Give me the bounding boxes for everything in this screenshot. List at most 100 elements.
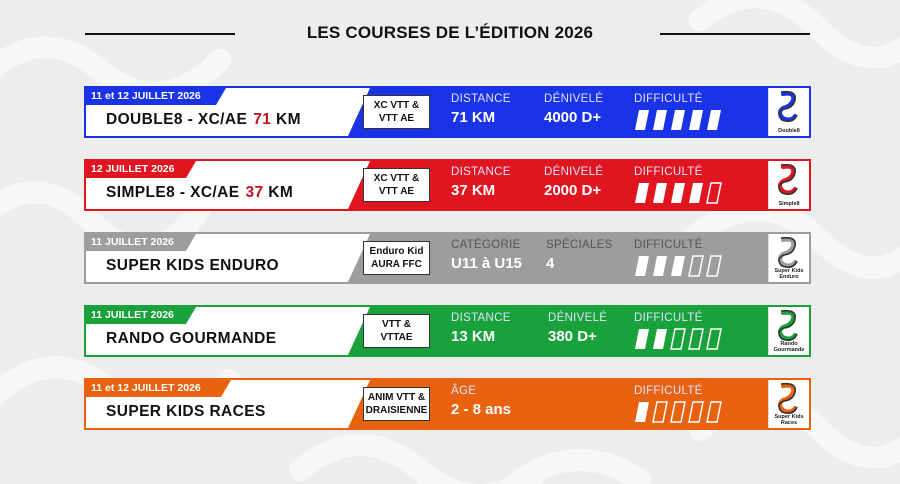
difficulty-level-filled <box>653 110 667 130</box>
stat-label: ÂGE <box>451 385 477 397</box>
course-type-line: AURA FFC <box>371 259 422 270</box>
difficulty-level-empty <box>706 255 722 277</box>
difficulty-level-filled <box>707 110 721 130</box>
event-logo-caption: Simple8 <box>778 201 800 207</box>
difficulty-level-filled <box>635 110 649 130</box>
event-logo: Super Kids Races <box>768 380 809 428</box>
difficulty-icons <box>635 255 722 277</box>
stat-value: 2000 D+ <box>544 182 602 199</box>
course-km: 37 <box>245 184 264 201</box>
event-logo-icon <box>778 236 798 268</box>
course-row[interactable]: 11 et 12 JUILLET 2026 SUPER KIDS RACES ANI… <box>84 378 811 430</box>
course-name: RANDO GOURMANDE <box>106 330 276 348</box>
stat-label: CATÉGORIE <box>451 239 521 251</box>
difficulty-label: DIFFICULTÉ <box>634 312 703 324</box>
stat-label: DISTANCE <box>451 166 511 178</box>
stat-label: DISTANCE <box>451 93 511 105</box>
course-type: XC VTT & VTT AE <box>363 168 430 202</box>
difficulty-level-filled <box>653 329 667 349</box>
stat-value: 2 - 8 ans <box>451 401 512 418</box>
stat-value: 4000 D+ <box>544 109 602 126</box>
course-date: 12 JUILLET 2026 <box>86 161 196 178</box>
difficulty-level-empty <box>652 401 668 423</box>
difficulty-icons <box>635 401 722 423</box>
difficulty-level-filled <box>689 110 703 130</box>
stat-value: 71 KM <box>451 109 496 126</box>
stat-value: 13 KM <box>451 328 496 345</box>
course-km-unit: KM <box>271 111 301 128</box>
difficulty-level-empty <box>706 401 722 423</box>
course-type-line: DRAISIENNE <box>365 405 428 416</box>
course-km-unit: KM <box>263 184 294 201</box>
course-difficulty: DIFFICULTÉ <box>634 166 726 207</box>
difficulty-level-empty <box>688 401 704 423</box>
course-name-text: SIMPLE8 - XC/AE <box>106 184 240 201</box>
difficulty-level-filled <box>671 110 685 130</box>
course-date: 11 JUILLET 2026 <box>86 234 196 251</box>
event-logo-icon <box>778 309 798 341</box>
course-date: 11 et 12 JUILLET 2026 <box>86 380 231 397</box>
course-type: XC VTT & VTT AE <box>363 95 430 129</box>
difficulty-level-empty <box>706 182 722 204</box>
difficulty-level-filled <box>635 329 649 349</box>
course-row[interactable]: 11 et 12 JUILLET 2026 DOUBLE8 - XC/AE 71 K… <box>84 86 811 138</box>
difficulty-level-filled <box>653 256 667 276</box>
course-row[interactable]: 11 JUILLET 2026 RANDO GOURMANDE VTT & VTTAE… <box>84 305 811 357</box>
difficulty-level-filled <box>671 183 685 203</box>
course-type-line: XC VTT & <box>373 100 420 111</box>
difficulty-label: DIFFICULTÉ <box>634 93 703 105</box>
difficulty-level-empty <box>688 255 704 277</box>
difficulty-level-filled <box>653 183 667 203</box>
course-name: SUPER KIDS RACES <box>106 403 266 421</box>
stat-value: 4 <box>546 255 555 272</box>
header-rule-left <box>85 33 235 35</box>
course-type-line: VTT & <box>382 319 411 330</box>
course-date: 11 JUILLET 2026 <box>86 307 196 324</box>
course-row[interactable]: 12 JUILLET 2026 SIMPLE8 - XC/AE 37 KM XC VT… <box>84 159 811 211</box>
difficulty-level-filled <box>635 256 649 276</box>
course-date: 11 et 12 JUILLET 2026 <box>86 88 226 105</box>
event-logo: Super Kids Enduro <box>768 234 809 282</box>
event-logo-icon <box>778 382 798 414</box>
difficulty-level-filled <box>671 256 685 276</box>
event-logo-caption: Double8 <box>778 128 800 134</box>
course-name: SUPER KIDS ENDURO <box>106 257 279 275</box>
difficulty-level-empty <box>688 328 704 350</box>
course-row[interactable]: 11 JUILLET 2026 SUPER KIDS ENDURO Enduro K… <box>84 232 811 284</box>
course-stat-1: CATÉGORIE U11 à U15 <box>451 239 522 272</box>
event-logo: Double8 <box>768 88 809 136</box>
course-km: 71 <box>253 111 272 128</box>
course-stat-2: DÉNIVELÉ 380 D+ <box>548 312 607 345</box>
course-difficulty: DIFFICULTÉ <box>634 93 726 134</box>
course-difficulty: DIFFICULTÉ <box>634 312 726 353</box>
event-logo: Simple8 <box>768 161 809 209</box>
course-type-line: XC VTT & <box>373 173 420 184</box>
page-header: LES COURSES DE L’ÉDITION 2026 <box>0 20 900 50</box>
course-difficulty: DIFFICULTÉ <box>634 385 726 426</box>
difficulty-icons <box>635 110 721 130</box>
course-type-line: VTT AE <box>378 113 415 124</box>
difficulty-label: DIFFICULTÉ <box>634 166 703 178</box>
difficulty-level-filled <box>689 183 703 203</box>
stat-value: U11 à U15 <box>451 255 522 272</box>
course-type-line: VTT AE <box>378 186 415 197</box>
stat-label: DÉNIVELÉ <box>544 166 604 178</box>
difficulty-level-filled <box>635 183 649 203</box>
difficulty-level-empty <box>670 401 686 423</box>
page-title: LES COURSES DE L’ÉDITION 2026 <box>306 23 594 42</box>
course-stat-1: DISTANCE 71 KM <box>451 93 511 126</box>
difficulty-label: DIFFICULTÉ <box>634 385 703 397</box>
difficulty-level-empty <box>670 328 686 350</box>
course-stat-2: DÉNIVELÉ 4000 D+ <box>544 93 603 126</box>
course-difficulty: DIFFICULTÉ <box>634 239 726 280</box>
stat-label: SPÉCIALES <box>546 239 613 251</box>
course-type-line: ANIM VTT & <box>367 392 426 403</box>
event-logo-icon <box>778 163 798 195</box>
stat-label: DÉNIVELÉ <box>548 312 608 324</box>
course-stat-2: SPÉCIALES 4 <box>546 239 613 272</box>
difficulty-label: DIFFICULTÉ <box>634 239 703 251</box>
stat-value: 37 KM <box>451 182 496 199</box>
event-logo-icon <box>778 90 798 122</box>
course-name-text: SUPER KIDS RACES <box>106 403 266 420</box>
event-logo: Rando Gourmande <box>768 307 809 355</box>
